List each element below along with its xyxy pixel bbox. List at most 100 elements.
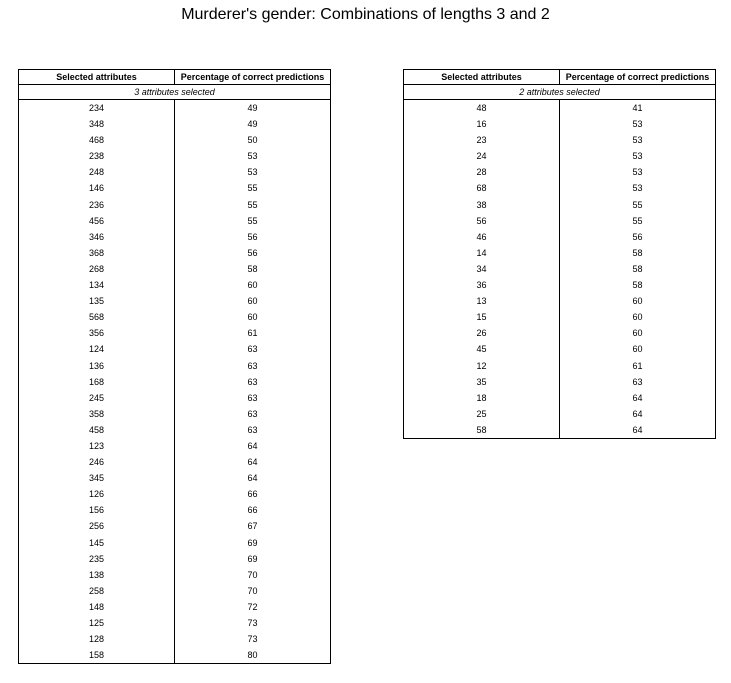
cell-percentage: 64: [174, 437, 331, 455]
table-row: 345 64: [18, 470, 331, 487]
table-row: 246 64: [18, 454, 331, 471]
table-row: 258 70: [18, 582, 331, 599]
table-row: 16 53: [403, 116, 716, 133]
cell-selected-attributes: 124: [18, 341, 175, 358]
table-row: 48 41: [403, 99, 716, 117]
table-row: 45 60: [403, 341, 716, 358]
cell-selected-attributes: 568: [18, 309, 175, 326]
table-row: 145 69: [18, 534, 331, 551]
cell-percentage: 58: [174, 260, 331, 278]
table-row: 235 69: [18, 550, 331, 567]
column-header-percentage: Percentage of correct predictions: [174, 69, 331, 85]
cell-selected-attributes: 234: [18, 99, 175, 117]
cell-percentage: 53: [559, 132, 716, 149]
cell-selected-attributes: 35: [403, 373, 560, 390]
cell-percentage: 60: [174, 277, 331, 294]
cell-percentage: 70: [174, 582, 331, 599]
table-row: 234 49: [18, 99, 331, 117]
cell-selected-attributes: 245: [18, 389, 175, 406]
table-row: 236 55: [18, 196, 331, 213]
cell-percentage: 73: [174, 631, 331, 648]
cell-percentage: 67: [174, 518, 331, 535]
table-row: 238 53: [18, 148, 331, 165]
cell-percentage: 63: [174, 389, 331, 406]
table-row: 156 66: [18, 502, 331, 519]
cell-selected-attributes: 24: [403, 148, 560, 165]
table-row: 25 64: [403, 405, 716, 422]
cell-percentage: 61: [559, 357, 716, 374]
cell-selected-attributes: 268: [18, 260, 175, 278]
cell-percentage: 66: [174, 486, 331, 503]
table-row: 12 61: [403, 357, 716, 374]
cell-selected-attributes: 138: [18, 566, 175, 583]
cell-percentage: 64: [559, 421, 716, 439]
cell-selected-attributes: 348: [18, 116, 175, 133]
cell-percentage: 60: [559, 309, 716, 326]
cell-selected-attributes: 16: [403, 116, 560, 133]
table-row: 468 50: [18, 132, 331, 149]
cell-percentage: 60: [559, 341, 716, 358]
cell-percentage: 60: [559, 325, 716, 342]
cell-selected-attributes: 136: [18, 357, 175, 374]
table-row: 248 53: [18, 164, 331, 181]
column-header-selected-attributes: Selected attributes: [403, 69, 560, 85]
table-row: 148 72: [18, 598, 331, 615]
table-row: 458 63: [18, 421, 331, 438]
cell-percentage: 66: [174, 502, 331, 519]
table-row: 134 60: [18, 277, 331, 294]
table-row: 34 58: [403, 260, 716, 278]
table-row: 28 53: [403, 164, 716, 181]
cell-selected-attributes: 25: [403, 405, 560, 422]
table-row: 124 63: [18, 341, 331, 358]
cell-percentage: 56: [559, 228, 716, 245]
cell-selected-attributes: 456: [18, 212, 175, 229]
table-row: 123 64: [18, 437, 331, 455]
table-row: 158 80: [18, 647, 331, 665]
cell-percentage: 63: [174, 341, 331, 358]
table-row: 26 60: [403, 325, 716, 342]
table-row: 38 55: [403, 196, 716, 213]
cell-percentage: 73: [174, 615, 331, 632]
cell-percentage: 64: [174, 470, 331, 487]
cell-selected-attributes: 148: [18, 598, 175, 615]
table-2-attributes: Selected attributes Percentage of correc…: [403, 69, 716, 439]
table-row: 146 55: [18, 180, 331, 197]
cell-selected-attributes: 56: [403, 212, 560, 229]
cell-selected-attributes: 128: [18, 631, 175, 648]
cell-percentage: 49: [174, 116, 331, 133]
cell-selected-attributes: 246: [18, 454, 175, 471]
cell-selected-attributes: 358: [18, 405, 175, 422]
cell-selected-attributes: 36: [403, 277, 560, 294]
cell-percentage: 63: [174, 373, 331, 390]
cell-selected-attributes: 18: [403, 389, 560, 406]
table-row: 368 56: [18, 244, 331, 261]
cell-percentage: 55: [559, 196, 716, 213]
table-row: 456 55: [18, 212, 331, 229]
table-row: 128 73: [18, 631, 331, 648]
cell-selected-attributes: 238: [18, 148, 175, 165]
table-row: 125 73: [18, 615, 331, 632]
table-row: 23 53: [403, 132, 716, 149]
table-row: 56 55: [403, 212, 716, 229]
table-row: 568 60: [18, 309, 331, 326]
cell-percentage: 72: [174, 598, 331, 615]
cell-selected-attributes: 13: [403, 293, 560, 310]
cell-selected-attributes: 256: [18, 518, 175, 535]
table-subheader: 2 attributes selected: [403, 84, 716, 100]
page-title: Murderer's gender: Combinations of lengt…: [181, 6, 550, 23]
cell-percentage: 63: [559, 373, 716, 390]
cell-percentage: 70: [174, 566, 331, 583]
table-row: 46 56: [403, 228, 716, 245]
cell-selected-attributes: 356: [18, 325, 175, 342]
table-row: 68 53: [403, 180, 716, 197]
table-row: 24 53: [403, 148, 716, 165]
cell-percentage: 50: [174, 132, 331, 149]
table-row: 35 63: [403, 373, 716, 390]
cell-selected-attributes: 28: [403, 164, 560, 181]
table-row: 358 63: [18, 405, 331, 422]
cell-selected-attributes: 145: [18, 534, 175, 551]
cell-selected-attributes: 12: [403, 357, 560, 374]
cell-selected-attributes: 258: [18, 582, 175, 599]
cell-selected-attributes: 248: [18, 164, 175, 181]
cell-percentage: 64: [559, 405, 716, 422]
